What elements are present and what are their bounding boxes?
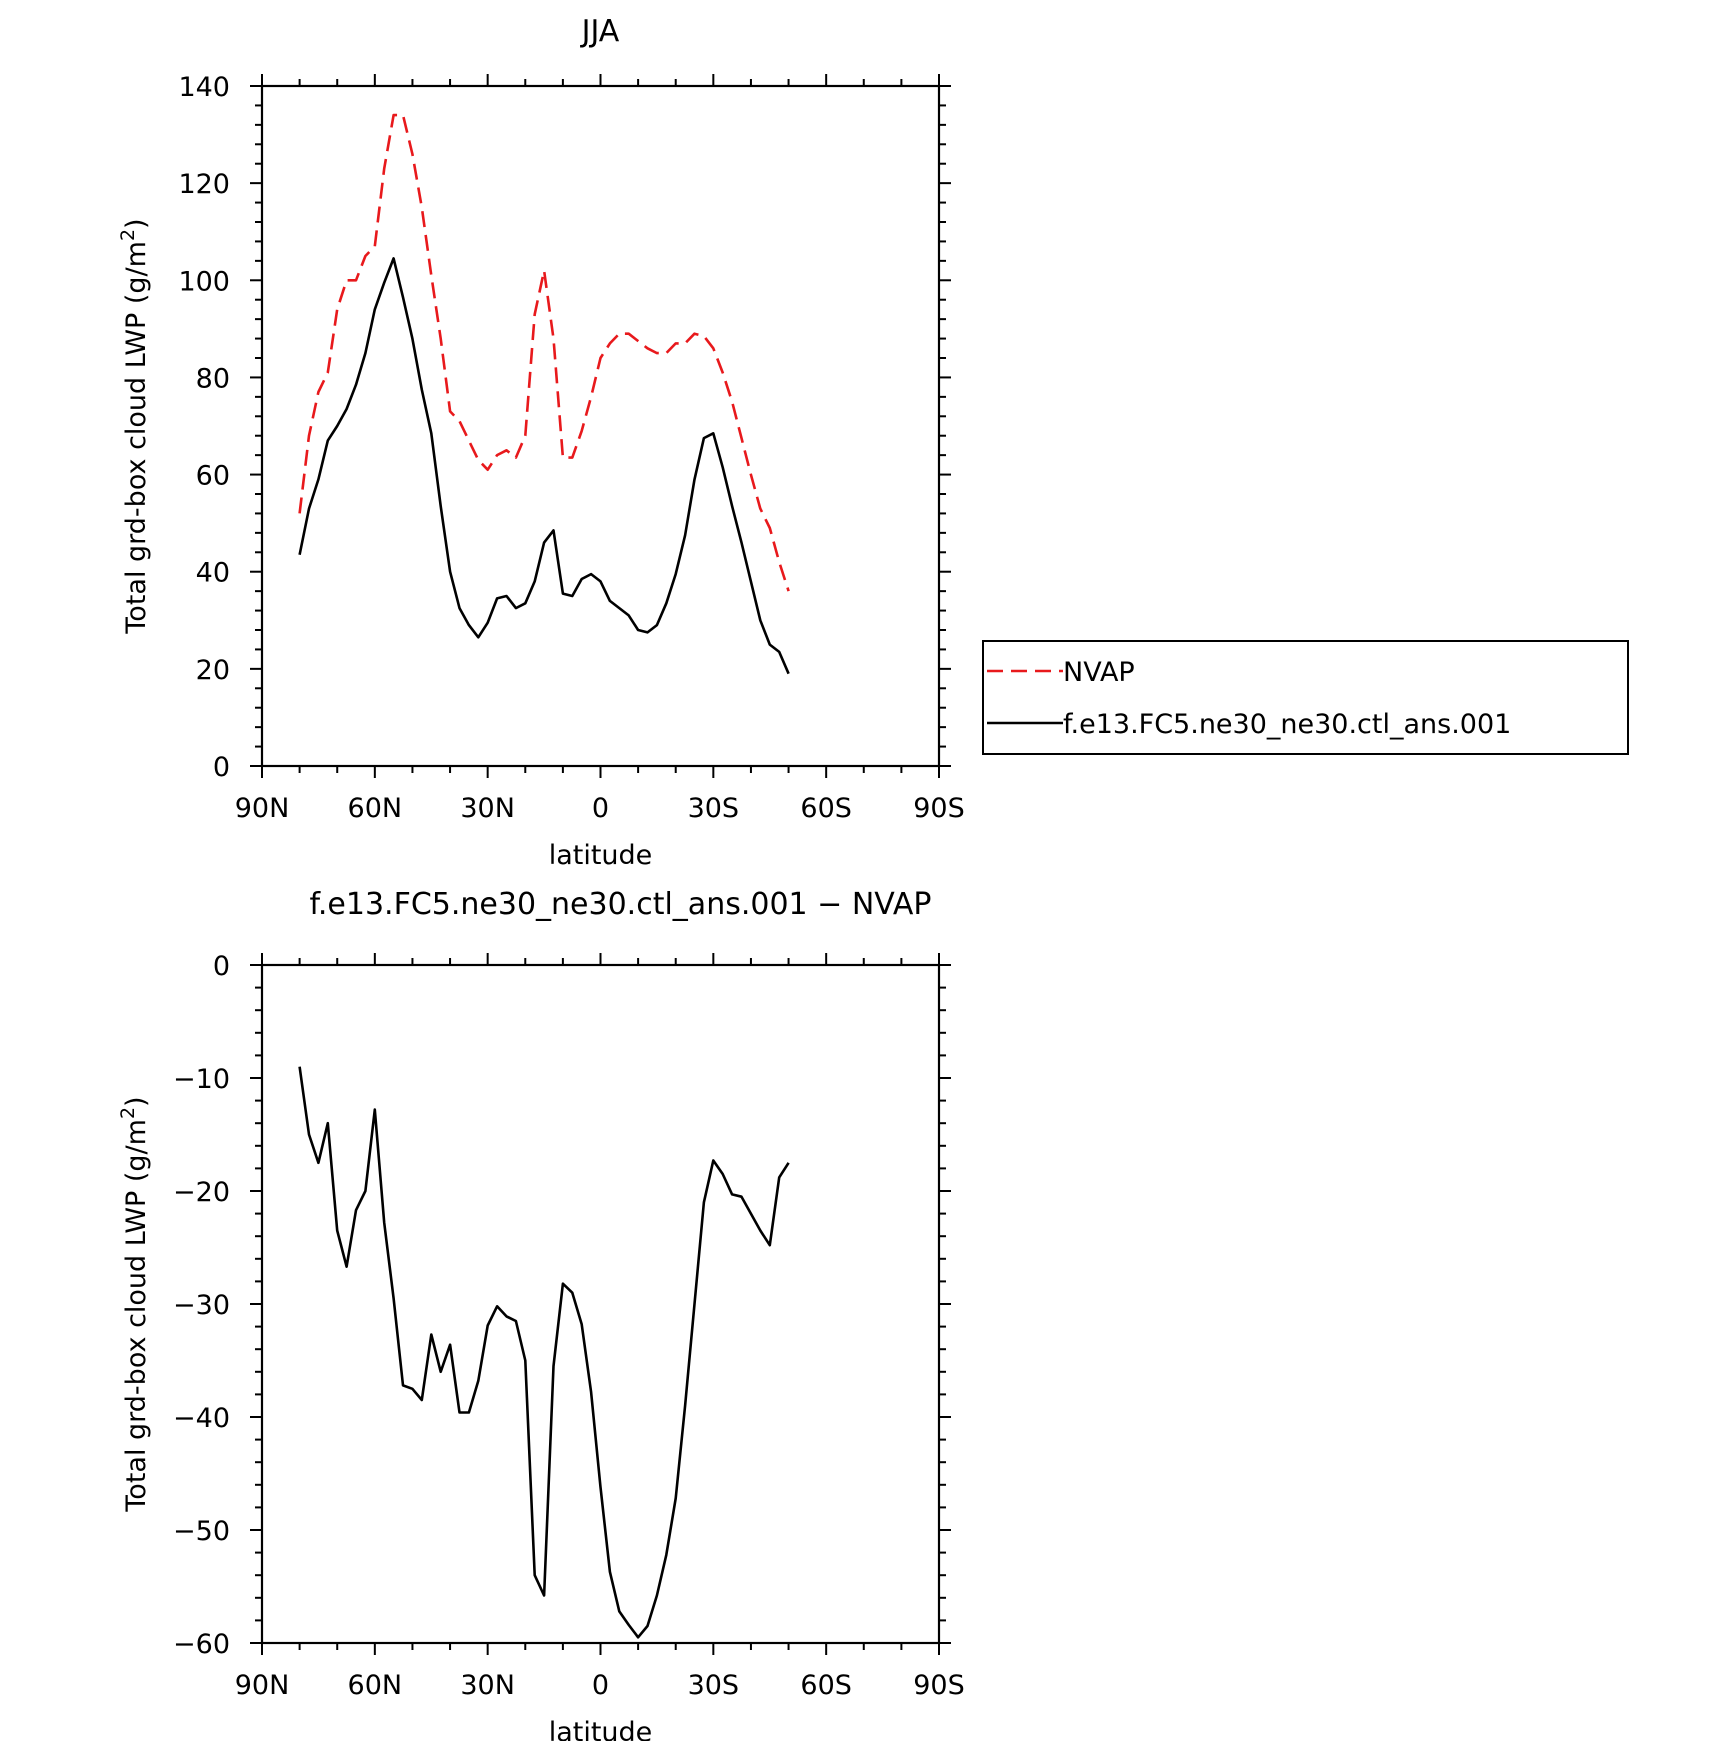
x-tick-label: 60N bbox=[348, 1670, 403, 1701]
y-axis-label-end: ) bbox=[121, 218, 152, 229]
y-axis-label-superscript: 2 bbox=[117, 229, 139, 241]
y-tick-label: 120 bbox=[178, 169, 230, 200]
x-tick-label: 60S bbox=[800, 793, 852, 824]
legend-entry-1: f.e13.FC5.ne30_ne30.ctl_ans.001 bbox=[1063, 709, 1511, 740]
y-tick-label: 0 bbox=[213, 951, 230, 982]
y-tick-label: 0 bbox=[213, 752, 230, 783]
y-axis-label: Total grd-box cloud LWP (g/m2) bbox=[117, 218, 152, 634]
series-line-1-0 bbox=[298, 1066, 790, 1639]
x-axis-label: latitude bbox=[549, 840, 653, 871]
x-tick-label: 30S bbox=[688, 1670, 740, 1701]
y-tick-label: 140 bbox=[178, 72, 230, 103]
y-tick-label: −20 bbox=[173, 1177, 230, 1208]
y-axis-label-main: Total grd-box cloud LWP (g/m bbox=[121, 241, 152, 635]
x-tick-label: 90S bbox=[913, 1670, 965, 1701]
top-panel-jja: 90N 60N 30N 0 30S 60S 90S 0 20 40 60 80 100 120 140 JJA… bbox=[117, 14, 965, 871]
y-axis-label-end: ) bbox=[121, 1096, 152, 1107]
y-axis-label: Total grd-box cloud LWP (g/m2) bbox=[117, 1096, 152, 1512]
x-tick-label: 90N bbox=[235, 793, 290, 824]
legend-entry-0: NVAP bbox=[1063, 657, 1135, 688]
plot-frame bbox=[260, 963, 941, 1645]
x-tick-label: 30N bbox=[460, 1670, 515, 1701]
x-tick-label: 60S bbox=[800, 1670, 852, 1701]
x-tick-label: 90S bbox=[913, 793, 965, 824]
y-tick-label: 20 bbox=[196, 655, 230, 686]
x-axis-label: latitude bbox=[549, 1717, 653, 1741]
plot-title: f.e13.FC5.ne30_ne30.ctl_ans.001 − NVAP bbox=[309, 887, 931, 922]
x-tick-label: 0 bbox=[592, 1670, 609, 1701]
x-tick-label: 60N bbox=[348, 793, 403, 824]
series-line-0-0 bbox=[298, 113, 790, 592]
series-line-0-1 bbox=[298, 257, 790, 675]
y-tick-label: 60 bbox=[196, 461, 230, 492]
plot-frame bbox=[260, 84, 941, 768]
y-tick-label: −50 bbox=[173, 1516, 230, 1547]
y-tick-label: −60 bbox=[173, 1629, 230, 1660]
y-axis-label-superscript: 2 bbox=[117, 1107, 139, 1119]
y-tick-label: −30 bbox=[173, 1290, 230, 1321]
y-tick-label: −10 bbox=[173, 1064, 230, 1095]
y-tick-label: 80 bbox=[196, 363, 230, 394]
legend: NVAP f.e13.FC5.ne30_ne30.ctl_ans.001 bbox=[982, 640, 1629, 755]
x-tick-label: 30N bbox=[460, 793, 515, 824]
x-tick-label: 0 bbox=[592, 793, 609, 824]
y-tick-label: 100 bbox=[178, 266, 230, 297]
y-tick-label: 40 bbox=[196, 558, 230, 589]
y-axis-label-main: Total grd-box cloud LWP (g/m bbox=[121, 1119, 152, 1513]
legend-box bbox=[982, 640, 1629, 755]
plot-title: JJA bbox=[580, 14, 620, 49]
x-tick-label: 90N bbox=[235, 1670, 290, 1701]
x-tick-label: 30S bbox=[688, 793, 740, 824]
y-tick-label: −40 bbox=[173, 1403, 230, 1434]
bottom-panel-difference: 90N 60N 30N 0 30S 60S 90S 0 −10 −20 −30 −40 −50 −60 f.… bbox=[117, 887, 965, 1741]
